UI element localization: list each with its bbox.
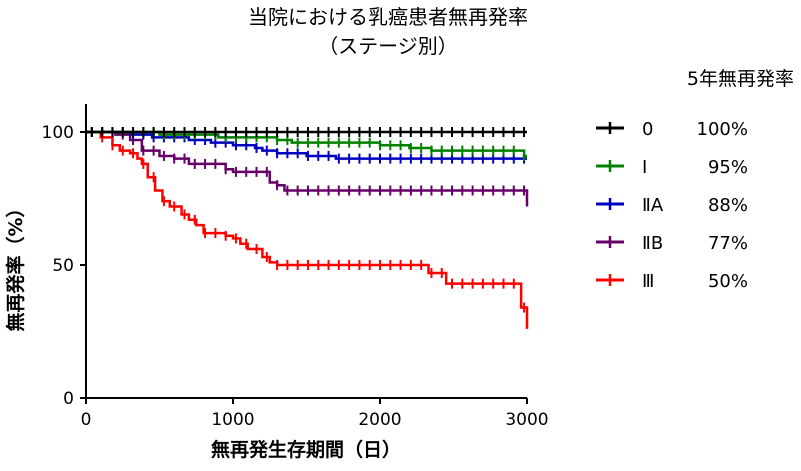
legend-item: ⅡA 88% bbox=[596, 195, 748, 216]
legend-rate: 100% bbox=[697, 119, 748, 140]
legend-label: ⅡB bbox=[642, 233, 663, 254]
plot-area bbox=[86, 127, 529, 329]
legend-label: Ⅲ bbox=[642, 271, 654, 292]
x-ticks: 0 1000 2000 3000 bbox=[81, 398, 549, 430]
x-tick-label: 1000 bbox=[211, 410, 254, 430]
legend-rate: 95% bbox=[708, 157, 748, 178]
legend-item: 0 100% bbox=[596, 119, 748, 140]
x-tick-label: 2000 bbox=[358, 410, 401, 430]
x-tick-label: 3000 bbox=[505, 410, 548, 430]
legend-item: Ⅲ 50% bbox=[596, 271, 748, 292]
series-ⅡB bbox=[86, 127, 529, 207]
legend: 0 100% Ⅰ 95% ⅡA 88% ⅡB 77% Ⅲ 50% bbox=[596, 119, 748, 292]
y-tick-label: 50 bbox=[52, 256, 74, 276]
series-0 bbox=[86, 127, 527, 137]
chart-subtitle: （ステージ別） bbox=[318, 34, 458, 58]
legend-item: Ⅰ 95% bbox=[596, 157, 748, 178]
survival-curve bbox=[86, 130, 527, 158]
legend-label: ⅡA bbox=[642, 195, 664, 216]
legend-label: 0 bbox=[642, 119, 653, 140]
x-axis-label: 無再発生存期間（日） bbox=[211, 438, 401, 461]
legend-title: 5年無再発率 bbox=[687, 68, 794, 90]
survival-curve bbox=[86, 130, 529, 329]
legend-item: ⅡB 77% bbox=[596, 233, 748, 254]
legend-rate: 88% bbox=[708, 195, 748, 216]
y-ticks: 0 50 100 bbox=[42, 123, 86, 409]
series-Ⅲ bbox=[86, 127, 529, 329]
y-tick-label: 100 bbox=[42, 123, 74, 143]
legend-rate: 50% bbox=[708, 271, 748, 292]
chart-title: 当院における乳癌患者無再発率 bbox=[248, 5, 528, 29]
legend-label: Ⅰ bbox=[642, 157, 647, 178]
legend-rate: 77% bbox=[708, 233, 748, 254]
x-tick-label: 0 bbox=[81, 410, 92, 430]
y-tick-label: 0 bbox=[63, 389, 74, 409]
survival-curve bbox=[86, 130, 527, 160]
y-axis-label: 無再発率（%） bbox=[4, 198, 27, 331]
